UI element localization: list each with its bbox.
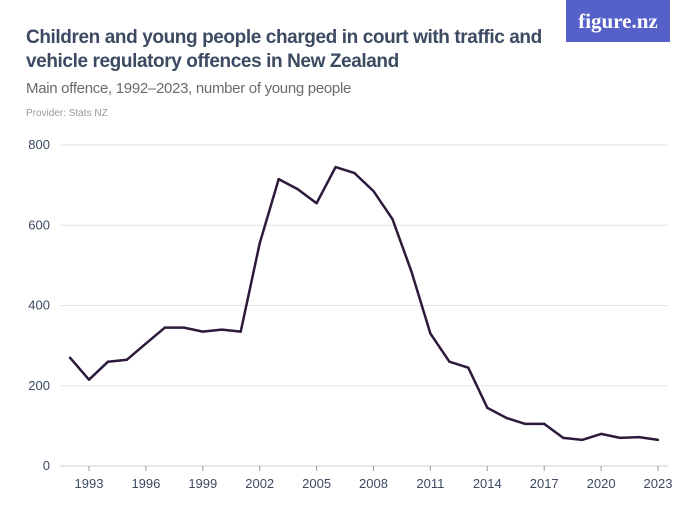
data-point: [391, 218, 394, 221]
x-tick-label: 2008: [359, 476, 388, 491]
y-tick-label: 200: [28, 378, 50, 393]
data-point: [448, 360, 451, 363]
data-point: [239, 330, 242, 333]
data-point: [87, 378, 91, 381]
data-point: [315, 201, 318, 205]
data-point: [182, 326, 186, 329]
x-tick-label: 2014: [473, 476, 502, 491]
y-tick-label: 800: [28, 137, 50, 152]
x-tick-label: 2011: [416, 476, 444, 491]
x-tick-label: 1999: [188, 476, 217, 491]
x-tick-label: 1993: [75, 476, 104, 491]
data-point: [68, 356, 72, 359]
data-point: [618, 436, 622, 440]
data-point: [505, 416, 508, 420]
data-point: [429, 332, 432, 335]
y-tick-label: 600: [28, 217, 50, 232]
x-tick-label: 1996: [131, 476, 160, 491]
x-tick-label: 2005: [302, 476, 331, 491]
provider-label: Provider: Stats NZ: [26, 108, 108, 119]
data-point: [580, 438, 584, 442]
data-point: [410, 270, 413, 273]
data-point: [524, 422, 527, 426]
data-point: [599, 432, 603, 436]
chart-subtitle: Main offence, 1992–2023, number of young…: [26, 80, 352, 97]
x-tick-label: 2017: [530, 476, 559, 491]
data-point: [486, 406, 489, 410]
data-point: [353, 171, 356, 175]
data-point: [543, 422, 546, 426]
data-point: [656, 438, 660, 442]
data-point: [106, 360, 110, 363]
series-line: [69, 165, 659, 442]
data-point: [561, 436, 565, 440]
x-tick-label: 2002: [245, 476, 274, 491]
data-point: [220, 328, 223, 331]
data-point: [163, 326, 167, 329]
data-point: [637, 435, 641, 439]
y-tick-label: 0: [43, 458, 50, 473]
x-tick-label: 2023: [644, 476, 673, 491]
data-point: [296, 187, 299, 191]
data-point: [277, 177, 280, 181]
x-tick-label: 2020: [587, 476, 616, 491]
data-point: [372, 189, 375, 193]
figure-nz-logo[interactable]: figure.nz: [566, 0, 670, 42]
data-point: [144, 342, 148, 345]
y-tick-label: 400: [28, 298, 50, 313]
data-point: [258, 242, 261, 245]
chart-title: Children and young people charged in cou…: [26, 27, 542, 72]
data-point: [201, 330, 204, 333]
data-point: [125, 358, 129, 361]
data-point: [334, 165, 337, 169]
data-point: [467, 366, 470, 369]
